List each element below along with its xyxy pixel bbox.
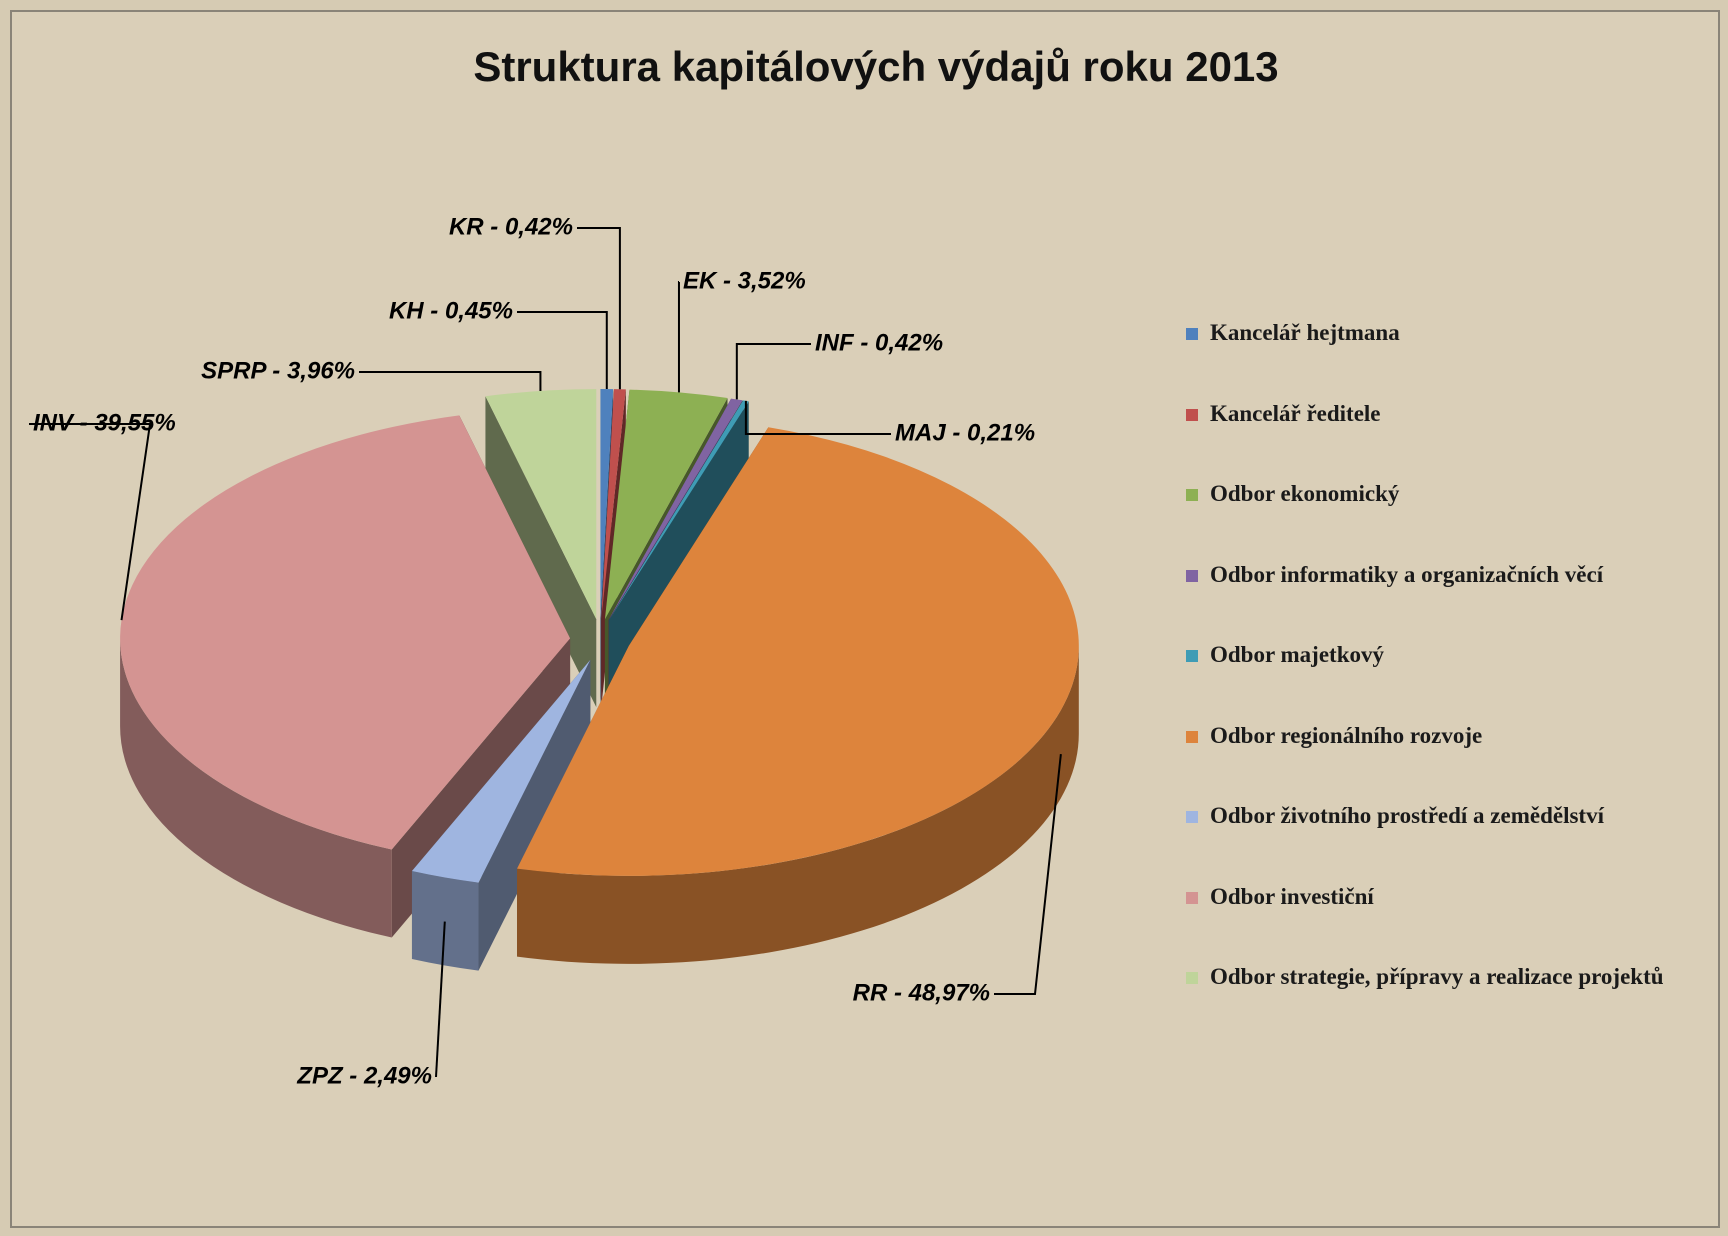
- legend: Kancelář hejtmana Kancelář ředitele Odbor …: [1186, 316, 1706, 1041]
- pie-slice: [604, 389, 728, 620]
- legend-label: Odbor regionálního rozvoje: [1210, 722, 1483, 748]
- leader-line: [435, 921, 446, 1078]
- data-label: SPRP - 3,96%: [201, 357, 355, 384]
- slice-side: [485, 396, 597, 708]
- leader-line: [744, 400, 891, 435]
- legend-item: Odbor strategie, přípravy a realizace pr…: [1186, 960, 1706, 1041]
- legend-label: Odbor strategie, přípravy a realizace pr…: [1210, 964, 1664, 989]
- legend-item: Odbor informatiky a organizačních věcí: [1186, 558, 1706, 639]
- legend-swatch: [1186, 891, 1198, 904]
- legend-swatch: [1186, 972, 1198, 984]
- pie-slice: [601, 389, 626, 620]
- legend-item: Odbor životního prostředí a zemědělství: [1186, 799, 1706, 880]
- legend-item: Odbor majetkový: [1186, 638, 1706, 719]
- legend-label: Odbor majetkový: [1210, 642, 1384, 667]
- legend-item: Kancelář ředitele: [1186, 397, 1706, 478]
- pie-slice: [485, 389, 597, 620]
- legend-swatch: [1186, 328, 1198, 340]
- slice-side: [411, 871, 479, 971]
- legend-item: Odbor investiční: [1186, 880, 1706, 961]
- legend-item: Odbor ekonomický: [1186, 477, 1706, 558]
- slice-side: [478, 659, 591, 971]
- legend-label: Odbor životního prostředí a zemědělství: [1210, 803, 1604, 828]
- data-label: EK - 3,52%: [683, 267, 806, 294]
- data-label: INF - 0,42%: [815, 329, 943, 356]
- data-label: KR - 0,42%: [449, 213, 573, 240]
- leader-line: [359, 371, 542, 391]
- legend-item: Odbor regionálního rozvoje: [1186, 719, 1706, 800]
- legend-item: Kancelář hejtmana: [1186, 316, 1706, 397]
- pie-slice: [608, 398, 743, 620]
- slice-side: [120, 638, 392, 938]
- slice-side: [517, 645, 1079, 964]
- legend-swatch: [1186, 569, 1198, 582]
- chart-title: Struktura kapitálových výdajů roku 2013: [473, 43, 1278, 90]
- legend-swatch: [1186, 811, 1198, 823]
- pie-slice: [411, 659, 591, 883]
- legend-label: Kancelář ředitele: [1210, 400, 1381, 426]
- slice-tops: [120, 389, 1079, 883]
- legend-label: Odbor ekonomický: [1210, 481, 1400, 506]
- pie-slice: [120, 415, 571, 850]
- leader-line: [994, 754, 1062, 995]
- leader-line: [29, 423, 152, 621]
- data-label: INV - 39,55%: [33, 409, 176, 436]
- legend-swatch: [1186, 489, 1198, 501]
- leader-line: [735, 343, 811, 400]
- legend-swatch: [1186, 650, 1198, 662]
- leader-line: [517, 311, 608, 390]
- data-label: MAJ - 0,21%: [895, 419, 1035, 446]
- legend-label: Odbor investiční: [1210, 883, 1374, 909]
- pie-slice: [600, 389, 614, 620]
- pie-slice: [609, 400, 749, 620]
- legend-label: Kancelář hejtmana: [1210, 320, 1400, 345]
- pie-slice: [517, 427, 1079, 876]
- legend-label: Odbor informatiky a organizačních věcí: [1210, 561, 1604, 587]
- data-label: RR - 48,97%: [853, 979, 990, 1006]
- legend-swatch: [1186, 730, 1198, 743]
- data-label: ZPZ - 2,49%: [296, 1062, 432, 1089]
- data-label: KH - 0,45%: [389, 297, 513, 324]
- leader-line: [577, 227, 621, 390]
- legend-swatch: [1186, 408, 1198, 421]
